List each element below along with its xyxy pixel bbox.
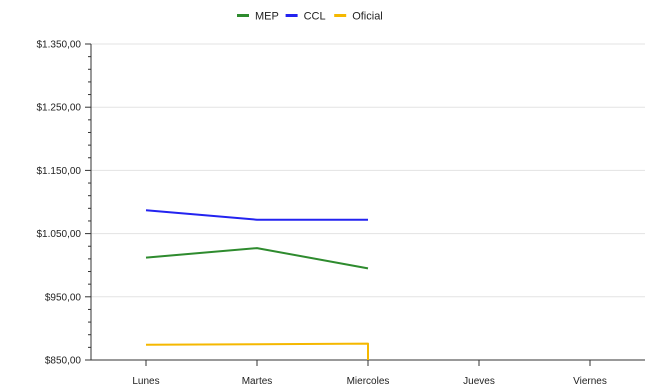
x-tick-label-miercoles: Miercoles bbox=[347, 376, 390, 387]
legend-item-mep[interactable]: MEP bbox=[237, 11, 279, 23]
gridlines bbox=[91, 44, 645, 297]
series-lines bbox=[146, 210, 368, 360]
y-tick-label-2: $1.050,00 bbox=[37, 229, 82, 240]
y-tick-label-4: $1.250,00 bbox=[37, 103, 82, 114]
legend-label-ccl: CCL bbox=[304, 11, 326, 23]
series-line-mep bbox=[146, 248, 368, 268]
x-tick-label-martes: Martes bbox=[242, 376, 273, 387]
tick-labels: $850,00 $950,00 $1.050,00 $1.150,00 $1.250,0… bbox=[37, 40, 607, 388]
legend-item-oficial[interactable]: Oficial bbox=[334, 11, 383, 23]
x-tick-label-lunes: Lunes bbox=[132, 376, 159, 387]
x-tick-label-jueves: Jueves bbox=[463, 376, 495, 387]
series-line-ccl bbox=[146, 210, 368, 220]
legend: MEP CCL Oficial bbox=[237, 11, 383, 23]
y-tick-label-3: $1.150,00 bbox=[37, 166, 82, 177]
legend-swatch-mep bbox=[237, 14, 249, 17]
legend-swatch-ccl bbox=[286, 14, 298, 17]
legend-item-ccl[interactable]: CCL bbox=[286, 11, 326, 23]
legend-label-oficial: Oficial bbox=[352, 11, 383, 23]
x-tick-label-viernes: Viernes bbox=[573, 376, 607, 387]
y-tick-label-1: $950,00 bbox=[45, 292, 82, 303]
axes bbox=[85, 44, 645, 366]
series-line-oficial bbox=[146, 344, 368, 360]
legend-label-mep: MEP bbox=[255, 11, 279, 23]
y-tick-label-5: $1.350,00 bbox=[37, 40, 82, 51]
legend-swatch-oficial bbox=[334, 14, 346, 17]
y-tick-label-0: $850,00 bbox=[45, 356, 82, 367]
